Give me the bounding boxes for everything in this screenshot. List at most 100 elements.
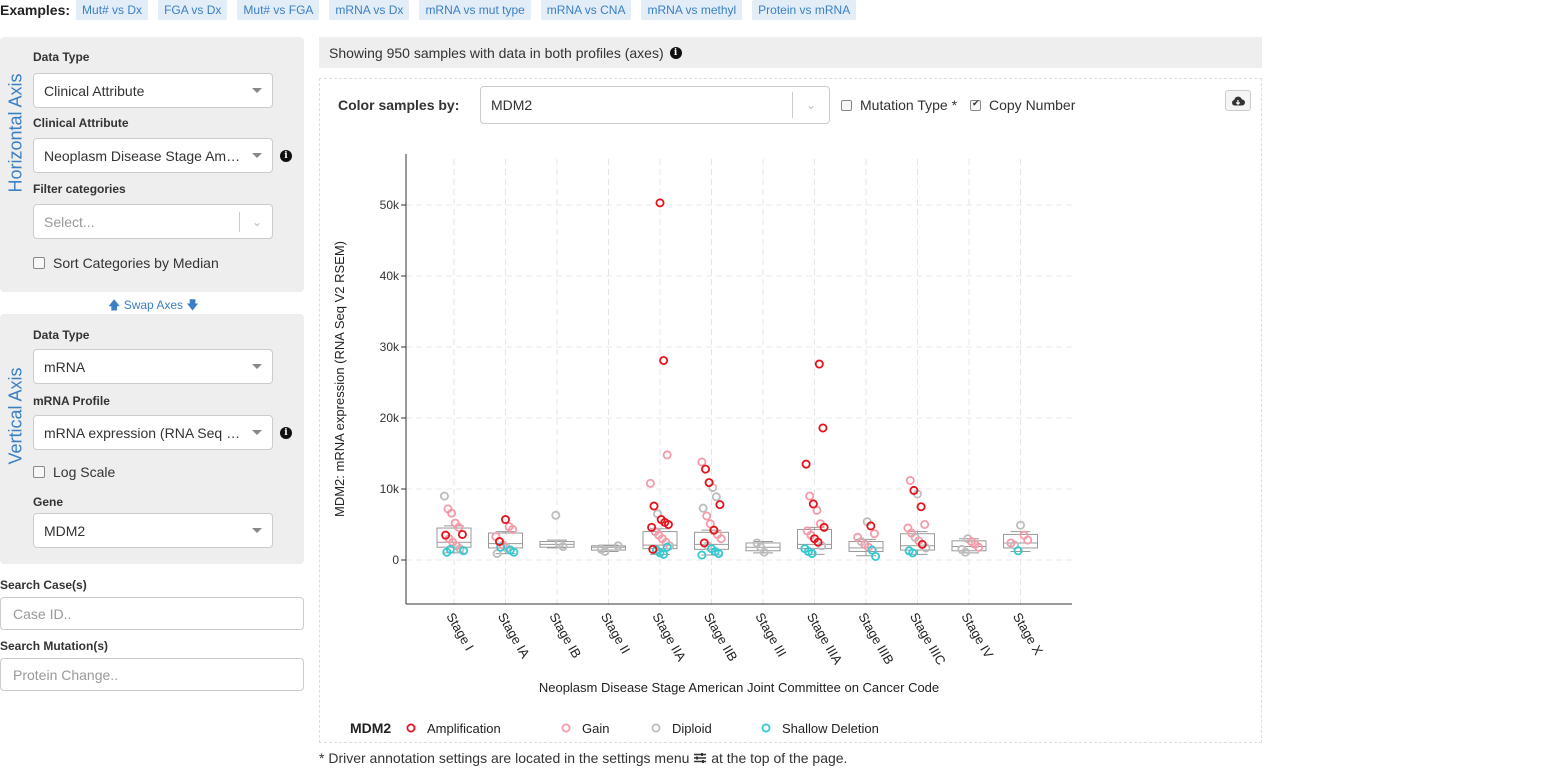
example-mrna-vs-dx[interactable]: mRNA vs Dx [329, 0, 410, 20]
legend-marker [406, 723, 416, 733]
data-point [647, 522, 657, 532]
clinical-attribute-select[interactable]: Neoplasm Disease Stage American Joint Co… [33, 138, 273, 173]
gene-value: MDM2 [44, 522, 86, 539]
sort-by-median-checkbox[interactable] [33, 257, 45, 269]
data-point [459, 546, 469, 556]
examples-bar: Examples: Mut# vs Dx FGA vs Dx Mut# vs F… [0, 0, 866, 20]
legend-label: Shallow Deletion [782, 721, 879, 736]
h-data-type-value: Clinical Attribute [44, 82, 145, 99]
color-by-select[interactable]: MDM2 ⌄ [480, 86, 830, 124]
sort-by-median-label: Sort Categories by Median [53, 255, 219, 271]
h-data-type-select[interactable]: Clinical Attribute [33, 73, 273, 108]
search-cases-label: Search Case(s) [0, 578, 87, 592]
x-tick-label: Stage II [598, 610, 633, 656]
info-icon[interactable]: i [669, 46, 682, 59]
example-mrna-vs-mut-type[interactable]: mRNA vs mut type [419, 0, 531, 20]
x-tick-label: Stage IA [495, 610, 533, 661]
data-point [699, 538, 709, 548]
data-point [492, 549, 502, 559]
driver-annotation-footnote: * Driver annotation settings are located… [319, 750, 847, 766]
data-point [818, 423, 828, 433]
filter-categories-select[interactable]: Select... ⌄ [33, 204, 273, 239]
info-icon[interactable]: i [280, 150, 292, 162]
example-fga-vs-dx[interactable]: FGA vs Dx [158, 0, 228, 20]
footnote-text-end: at the top of the page. [711, 750, 848, 766]
data-point [866, 521, 876, 531]
search-mutations-input[interactable] [0, 658, 304, 691]
data-point [500, 515, 510, 525]
example-mrna-vs-methyl[interactable]: mRNA vs methyl [641, 0, 743, 20]
x-tick-label: Stage IIB [701, 610, 741, 664]
data-point [613, 541, 623, 551]
horizontal-axis-title: Horizontal Axis [5, 73, 26, 193]
log-scale-row[interactable]: Log Scale [33, 464, 115, 480]
data-point [697, 457, 707, 467]
y-tick-label: 20k [380, 411, 400, 425]
data-point [867, 545, 877, 555]
data-point [917, 539, 927, 549]
gene-select[interactable]: MDM2 [33, 513, 273, 548]
x-tick-label: Stage III [752, 610, 789, 659]
data-point [808, 499, 818, 509]
data-point [659, 355, 669, 365]
download-button[interactable] [1225, 90, 1251, 111]
data-point [974, 542, 984, 552]
caret-down-icon [252, 430, 262, 435]
data-point [698, 503, 708, 513]
x-tick-label: Stage IIIC [907, 610, 949, 668]
copy-number-checkbox[interactable] [970, 98, 981, 111]
data-point [702, 511, 712, 521]
example-mut-vs-fga[interactable]: Mut# vs FGA [237, 0, 320, 20]
data-point [700, 464, 710, 474]
caret-down-icon [252, 88, 262, 93]
arrow-up-icon: 🡅 [108, 298, 121, 312]
vertical-axis-title: Vertical Axis [5, 367, 26, 465]
example-mut-vs-dx[interactable]: Mut# vs Dx [76, 0, 149, 20]
h-data-type-label: Data Type [33, 50, 90, 64]
data-point [441, 530, 451, 540]
cloud-download-icon [1232, 96, 1245, 105]
v-data-type-select[interactable]: mRNA [33, 349, 273, 384]
clinical-attribute-value: Neoplasm Disease Stage American Joint Co… [44, 147, 246, 164]
box-iqr [797, 528, 832, 550]
data-point [662, 450, 672, 460]
horizontal-axis-panel: Horizontal Axis Data Type Clinical Attri… [0, 37, 304, 292]
examples-label: Examples: [0, 2, 71, 18]
data-point [909, 485, 919, 495]
copy-number-option[interactable]: Copy Number [970, 97, 1075, 113]
data-point [916, 502, 926, 512]
info-icon[interactable]: i [280, 427, 292, 439]
select-separator [238, 211, 240, 232]
data-point [697, 550, 707, 560]
mutation-type-option[interactable]: Mutation Type * [841, 97, 957, 113]
data-point [445, 544, 455, 554]
sort-by-median-row[interactable]: Sort Categories by Median [33, 255, 219, 271]
data-point [920, 519, 930, 529]
log-scale-checkbox[interactable] [33, 466, 45, 478]
data-point [805, 491, 815, 501]
example-protein-vs-mrna[interactable]: Protein vs mRNA [752, 0, 857, 20]
y-axis-label: MDM2: mRNA expression (RNA Seq V2 RSEM) [332, 241, 347, 517]
search-cases-input[interactable] [0, 597, 304, 630]
data-point [439, 491, 449, 501]
data-point [907, 528, 917, 538]
gene-label: Gene [33, 495, 64, 509]
data-point [649, 501, 659, 511]
data-point [663, 519, 673, 529]
mutation-type-checkbox[interactable] [841, 99, 852, 111]
data-point [1006, 538, 1016, 548]
mrna-profile-select[interactable]: mRNA expression (RNA Seq V2 RSEM) [33, 415, 273, 450]
clinical-attribute-label: Clinical Attribute [33, 116, 129, 130]
data-point [905, 475, 915, 485]
data-point [655, 198, 665, 208]
data-point [908, 548, 918, 558]
search-mutations-label: Search Mutation(s) [0, 639, 109, 653]
data-point [814, 359, 824, 369]
y-tick-label: 0 [392, 553, 399, 567]
data-point [551, 510, 561, 520]
mrna-profile-label: mRNA Profile [33, 394, 110, 408]
x-tick-label: Stage IIIA [804, 610, 846, 667]
legend-title: MDM2 [350, 720, 391, 736]
example-mrna-vs-cna[interactable]: mRNA vs CNA [540, 0, 632, 20]
swap-axes-link[interactable]: 🡅 Swap Axes 🡇 [108, 296, 199, 317]
